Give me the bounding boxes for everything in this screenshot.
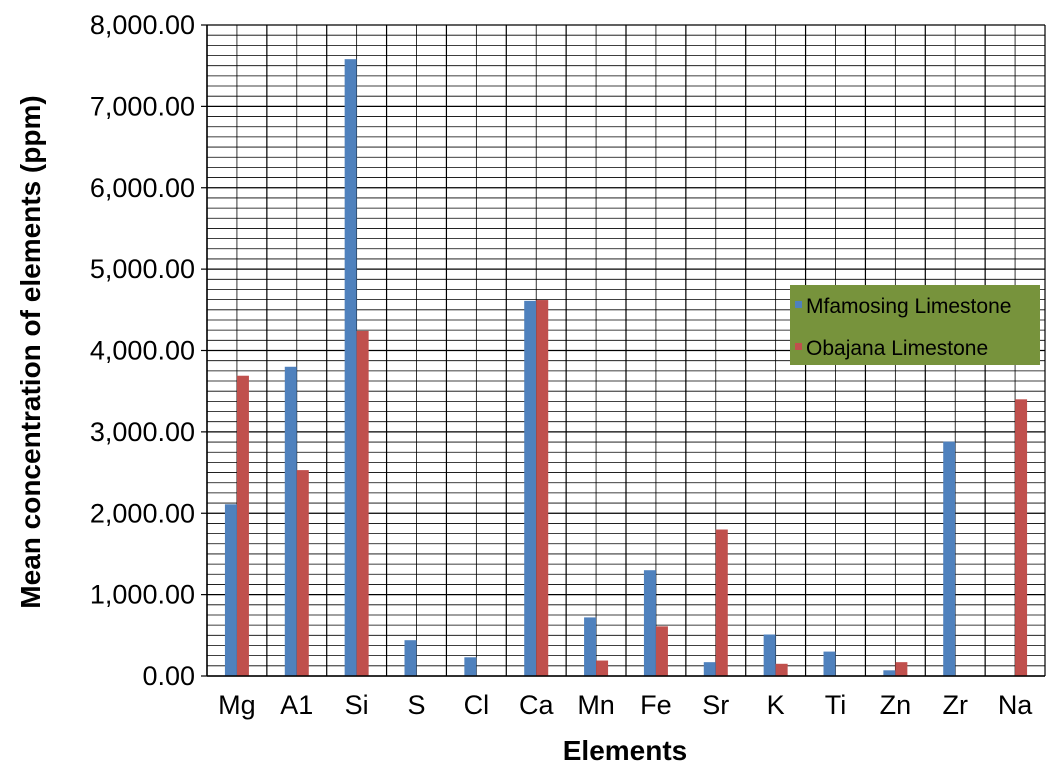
bar-mfamosing-s [404, 640, 417, 676]
y-axis-title: Mean concentration of elements (ppm) [15, 95, 46, 608]
bar-obajana-zn [895, 662, 908, 676]
x-tick-label-ca: Ca [519, 690, 554, 720]
chart-axes [201, 24, 1045, 677]
legend-box [790, 285, 1040, 365]
y-tick-label: 4,000.00 [90, 336, 195, 366]
bar-mfamosing-zr [943, 441, 956, 676]
bar-mfamosing-si [344, 59, 357, 677]
x-tick-label-si: Si [345, 690, 369, 720]
x-tick-labels: Mg A1 Si S Cl Ca Mn Fe Sr K Ti Zn Zr Na [218, 690, 1033, 720]
bar-mfamosing-mg [224, 504, 237, 676]
x-tick-label-fe: Fe [640, 690, 672, 720]
bar-mfamosing-cl [464, 657, 477, 676]
bar-obajana-k [775, 663, 788, 676]
legend: Mfamosing Limestone Obajana Limestone [790, 285, 1040, 365]
x-tick-label-s: S [407, 690, 425, 720]
bar-mfamosing-sr [703, 662, 716, 676]
x-tick-label-ti: Ti [825, 690, 847, 720]
legend-swatch-mfamosing [795, 301, 802, 308]
y-tick-label: 0.00 [142, 661, 195, 691]
x-axis-title: Elements [563, 735, 688, 766]
x-tick-label-na: Na [998, 690, 1033, 720]
bar-obajana-na [1015, 399, 1028, 676]
bar-obajana-sr [715, 529, 728, 676]
legend-swatch-obajana [795, 343, 802, 350]
x-tick-label-k: K [767, 690, 785, 720]
x-tick-label-a1: A1 [280, 690, 313, 720]
y-tick-label: 1,000.00 [90, 580, 195, 610]
x-tick-label-mg: Mg [218, 690, 256, 720]
y-tick-label: 3,000.00 [90, 417, 195, 447]
bar-obajana-ca [536, 300, 549, 676]
x-tick-label-sr: Sr [702, 690, 729, 720]
y-tick-labels: 0.00 1,000.00 2,000.00 3,000.00 4,000.00 5,00… [90, 10, 195, 691]
bar-obajana-mg [236, 375, 249, 676]
bar-mfamosing-ca [524, 300, 537, 676]
bar-obajana-a1 [296, 470, 309, 676]
y-tick-label: 6,000.00 [90, 173, 195, 203]
y-tick-label: 5,000.00 [90, 254, 195, 284]
chart-bars [224, 59, 1028, 677]
bar-mfamosing-a1 [284, 366, 297, 676]
bar-obajana-fe [655, 626, 668, 676]
x-tick-label-zn: Zn [880, 690, 912, 720]
y-tick-label: 7,000.00 [90, 91, 195, 121]
x-tick-label-mn: Mn [577, 690, 615, 720]
bar-obajana-mn [596, 660, 609, 676]
bar-mfamosing-k [763, 634, 776, 676]
legend-label-mfamosing: Mfamosing Limestone [806, 295, 1011, 318]
bar-mfamosing-ti [823, 651, 836, 676]
bar-mfamosing-fe [643, 570, 656, 676]
bar-mfamosing-mn [584, 617, 597, 676]
legend-label-obajana: Obajana Limestone [806, 337, 988, 360]
bar-mfamosing-zn [883, 670, 896, 676]
x-tick-label-zr: Zr [942, 690, 967, 720]
y-tick-label: 2,000.00 [90, 498, 195, 528]
bar-obajana-si [356, 330, 369, 676]
x-tick-label-cl: Cl [464, 690, 490, 720]
y-tick-label: 8,000.00 [90, 10, 195, 40]
